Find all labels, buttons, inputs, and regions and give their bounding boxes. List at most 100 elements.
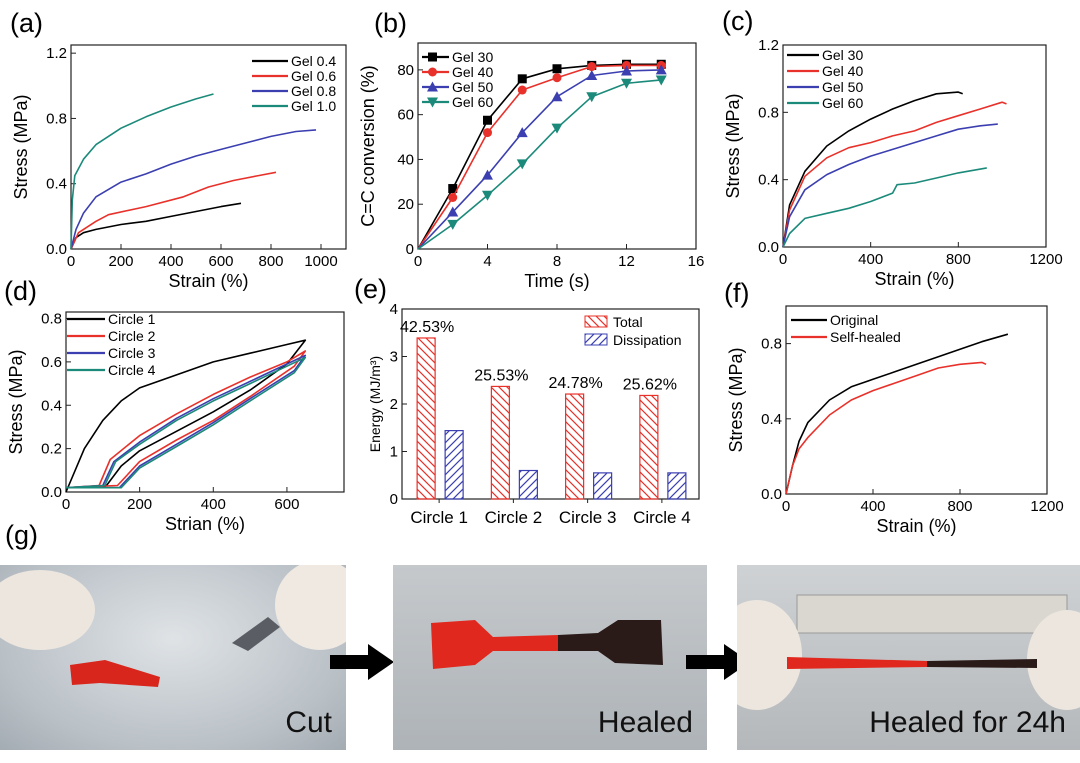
triangle-up-marker [655, 64, 667, 75]
legend-label: Gel 30 [822, 47, 863, 63]
triangle-down-marker [427, 97, 438, 108]
y-tick-label: 0.4 [758, 172, 779, 189]
healed-sample-illustration [431, 620, 663, 669]
cut-sample-illustration [0, 565, 346, 687]
stretched-sample-illustration [737, 594, 1080, 710]
series-line-gel-50 [417, 69, 662, 250]
legend-label: Gel 0.6 [291, 68, 336, 84]
triangle-down-marker [655, 75, 667, 86]
photo-caption: Cut [285, 706, 332, 739]
x-tick-label: 600 [208, 253, 233, 270]
x-tick-label: Circle 2 [485, 508, 543, 527]
circle-marker [483, 128, 492, 138]
triangle-up-marker [427, 81, 438, 92]
y-axis-label: Energy (MJ/m³) [367, 356, 383, 452]
triangle-down-marker [516, 159, 528, 170]
series-line-gel-30 [417, 63, 662, 250]
y-tick-label: 0 [406, 241, 414, 258]
triangle-up-marker [447, 206, 459, 217]
panel-label-b: (b) [374, 8, 407, 38]
panel-label-c: (c) [722, 6, 753, 36]
series-line-circle-4 [65, 356, 307, 489]
series-line-gel-60 [782, 167, 987, 248]
chart-f [785, 305, 1048, 495]
bar-dissipation [593, 472, 613, 500]
panel-label-e: (e) [354, 274, 387, 304]
x-tick-label: Circle 1 [410, 508, 468, 527]
y-tick-label: 0 [390, 491, 398, 508]
x-tick-label: 16 [688, 253, 705, 270]
x-tick-label: 0 [67, 253, 75, 270]
y-tick-label: 20 [397, 196, 414, 213]
x-tick-label: 600 [274, 496, 299, 513]
photo-healed: Healed [393, 565, 707, 750]
series-line-original [785, 333, 1009, 495]
plot-frame [785, 305, 1048, 495]
y-axis-label: Stress (MPa) [726, 347, 746, 452]
y-axis-label: C=C conversion (%) [358, 65, 378, 227]
y-tick-label: 0.0 [761, 486, 782, 503]
y-tick-label: 0.2 [41, 441, 62, 458]
y-tick-label: 0.0 [46, 241, 67, 258]
circle-marker [448, 193, 458, 202]
legend-label: Gel 60 [822, 95, 863, 111]
bar-data-label: 25.53% [474, 367, 528, 384]
series-line-gel-60 [417, 79, 662, 250]
chart-a [70, 44, 347, 250]
triangle-down-marker [482, 190, 493, 201]
series-line-gel-1-0 [70, 93, 214, 250]
chart-c [782, 44, 1047, 248]
series-line-gel-0-8 [70, 129, 317, 250]
x-tick-label: 8 [553, 253, 561, 270]
x-tick-label: 200 [127, 496, 152, 513]
y-tick-label: 1 [390, 444, 398, 461]
triangle-down-marker [621, 78, 632, 89]
x-axis-label: Strain (%) [874, 269, 954, 289]
x-tick-label: 0 [414, 253, 422, 270]
triangle-down-marker [586, 92, 598, 103]
square-marker [448, 184, 458, 194]
bar-dissipation [518, 469, 538, 500]
legend-label: Original [830, 312, 878, 328]
photo-cut: Cut [0, 565, 346, 750]
bar-data-label: 25.62% [623, 376, 677, 393]
circle-marker [587, 62, 597, 72]
x-tick-label: Circle 3 [559, 508, 617, 527]
y-tick-label: 2 [390, 396, 398, 413]
bar-total [639, 394, 659, 500]
legend-label: Gel 60 [452, 94, 493, 110]
series-line-circle-1 [65, 339, 307, 493]
legend-label: Circle 2 [108, 328, 156, 344]
plot-frame [782, 44, 1047, 248]
plot-frame [70, 44, 347, 250]
y-tick-label: 1.2 [758, 37, 779, 54]
panel-label-a: (a) [10, 8, 43, 38]
series-line-gel-0-4 [70, 202, 242, 250]
x-axis-label: Strain (%) [876, 516, 956, 536]
panel-label-g: (g) [5, 520, 38, 550]
series-line-circle-3 [65, 354, 307, 489]
legend-label: Gel 50 [822, 79, 863, 95]
x-tick-label: 0 [62, 496, 70, 513]
x-tick-label: 400 [158, 253, 183, 270]
bar-data-label: 24.78% [548, 375, 602, 392]
bar-dissipation [667, 472, 687, 500]
y-tick-label: 40 [397, 151, 414, 168]
legend-label: Gel 0.8 [291, 83, 336, 99]
chart-b [417, 42, 697, 250]
circle-marker [622, 60, 631, 70]
y-tick-label: 3 [390, 349, 398, 366]
y-tick-label: 0.6 [41, 354, 62, 371]
legend-label: Circle 4 [108, 362, 156, 378]
plot-frame [65, 311, 345, 493]
series-line-gel-40 [417, 64, 662, 250]
x-tick-label: 800 [946, 251, 971, 268]
legend-label: Gel 0.4 [291, 53, 336, 69]
x-axis-label: Time (s) [524, 271, 589, 291]
series-line-gel-0-6 [70, 171, 277, 250]
circle-marker [428, 67, 437, 77]
bar-data-label: 42.53% [400, 319, 454, 336]
bar-total [416, 337, 436, 500]
x-axis-label: Strian (%) [165, 514, 245, 534]
